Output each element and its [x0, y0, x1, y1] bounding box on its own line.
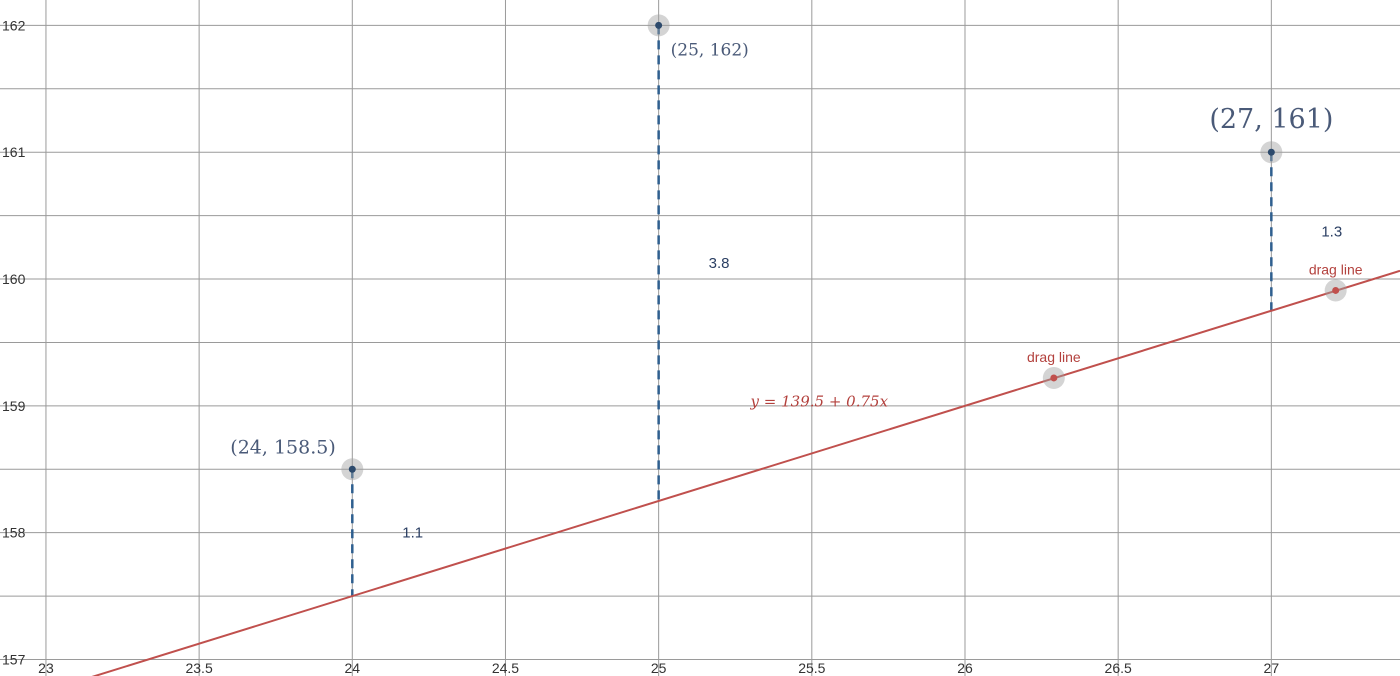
y-tick-label: 161 — [2, 144, 26, 160]
data-point[interactable] — [348, 465, 356, 473]
regression-equation-label: y = 139.5 + 0.75x — [750, 392, 889, 410]
x-tick-label: 23.5 — [185, 660, 212, 676]
data-points: (24, 158.5) (25, 162) (27, 161) — [230, 14, 1333, 481]
residual-value-label: 3.8 — [709, 255, 730, 272]
drag-handle[interactable] — [1332, 286, 1340, 294]
data-point[interactable] — [1267, 148, 1275, 156]
x-tick-label: 25 — [651, 660, 667, 676]
regression-line[interactable] — [0, 269, 1400, 676]
drag-handle[interactable] — [1050, 374, 1058, 382]
x-tick-label: 26 — [957, 660, 973, 676]
drag-handle-label: drag line — [1027, 349, 1081, 365]
residual-value-label: 1.1 — [402, 525, 423, 542]
regression-line-group: y = 139.5 + 0.75x — [0, 269, 1400, 676]
y-tick-label: 159 — [2, 398, 26, 414]
y-tick-label: 158 — [2, 525, 26, 541]
y-tick-label: 157 — [2, 652, 26, 668]
data-point-label: (24, 158.5) — [230, 436, 335, 458]
data-point-label: (27, 161) — [1209, 104, 1333, 135]
drag-handles: drag line drag line — [1027, 261, 1363, 389]
x-tick-label: 27 — [1264, 660, 1280, 676]
data-point-label: (25, 162) — [671, 40, 749, 60]
tick-labels: 23 23.5 24 24.5 25 25.5 26 26.5 27 157 158 159 160 16… — [2, 17, 1279, 676]
x-tick-label: 24.5 — [492, 660, 519, 676]
y-tick-label: 160 — [2, 271, 26, 287]
drag-handle-label: drag line — [1309, 261, 1363, 277]
x-tick-label: 23 — [38, 660, 54, 676]
x-tick-label: 26.5 — [1105, 660, 1132, 676]
x-tick-label: 24 — [345, 660, 361, 676]
y-tick-label: 162 — [2, 17, 26, 33]
x-tick-label: 25.5 — [798, 660, 825, 676]
residuals: 1.1 3.8 1.3 — [351, 25, 1342, 597]
residual-value-label: 1.3 — [1321, 223, 1342, 240]
data-point[interactable] — [655, 21, 663, 29]
